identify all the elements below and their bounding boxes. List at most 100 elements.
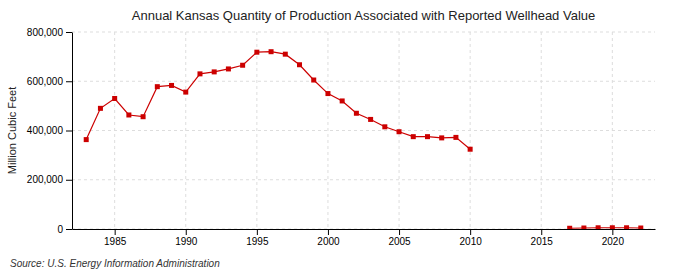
grid-line-x — [256, 32, 257, 229]
grid-line-x — [327, 32, 328, 229]
line — [86, 52, 641, 229]
tick-label: 800,000 — [27, 27, 64, 38]
marker — [325, 91, 330, 96]
tick-label: 200,000 — [27, 174, 64, 185]
tick-mark — [66, 180, 72, 181]
marker — [453, 135, 458, 140]
marker-group — [169, 83, 174, 88]
marker — [596, 225, 601, 229]
tick: 800,000 — [27, 27, 72, 38]
marker — [382, 124, 387, 129]
title: Annual Kansas Quantity of Production Ass… — [132, 8, 595, 23]
chart: 198519901995200020052010201520200200,000… — [0, 0, 675, 275]
marker — [397, 129, 402, 134]
y-axis-title: Million Cubic Feet — [6, 87, 18, 174]
marker — [112, 96, 117, 101]
tick: 1990 — [175, 229, 198, 247]
grid-line-x — [114, 32, 115, 229]
marker-group — [269, 49, 274, 54]
marker-group — [624, 225, 629, 229]
tick-mark — [186, 229, 187, 235]
marker-group — [368, 117, 373, 122]
tick: 2005 — [388, 229, 411, 247]
marker-group — [596, 225, 601, 229]
marker-group — [425, 134, 430, 139]
marker-group — [325, 91, 330, 96]
tick-label: 2020 — [602, 236, 625, 247]
tick-mark — [328, 229, 329, 235]
marker-group — [197, 71, 202, 76]
marker — [425, 134, 430, 139]
marker-group — [567, 226, 572, 229]
marker — [169, 83, 174, 88]
marker — [240, 63, 245, 68]
grid-line-y — [72, 179, 655, 180]
tick: 0 — [57, 224, 72, 235]
tick: 1995 — [246, 229, 269, 247]
marker — [98, 106, 103, 111]
marker — [610, 225, 615, 229]
marker — [297, 62, 302, 67]
marker — [197, 71, 202, 76]
tick-mark — [470, 229, 471, 235]
marker — [624, 225, 629, 229]
plot-area: 198519901995200020052010201520200200,000… — [27, 27, 656, 247]
marker — [439, 135, 444, 140]
marker — [126, 112, 131, 117]
marker — [340, 98, 345, 103]
marker-group — [84, 137, 89, 142]
marker — [84, 137, 89, 142]
tick-label: 2015 — [531, 236, 554, 247]
marker — [581, 226, 586, 229]
tick: 2000 — [317, 229, 340, 247]
marker-group — [468, 147, 473, 152]
tick: 400,000 — [27, 125, 72, 136]
tick-label: 1990 — [175, 236, 198, 247]
tick: 2010 — [460, 229, 483, 247]
tick-label: 0 — [57, 224, 63, 235]
tick-label: 600,000 — [27, 76, 64, 87]
tick-label: 1995 — [246, 236, 269, 247]
grid — [72, 32, 655, 229]
marker-group — [397, 129, 402, 134]
grid-line-y — [72, 32, 655, 33]
marker-group — [141, 114, 146, 119]
marker — [311, 78, 316, 83]
marker-group — [183, 90, 188, 95]
marker-group — [581, 226, 586, 229]
marker-group — [382, 124, 387, 129]
marker — [283, 52, 288, 57]
grid-line-x — [541, 32, 542, 229]
marks — [84, 49, 644, 229]
marker — [567, 226, 572, 229]
tick-label: 400,000 — [27, 125, 64, 136]
marker — [155, 84, 160, 89]
marker — [226, 66, 231, 71]
grid-line-y — [72, 81, 655, 82]
x-axis: 19851990199520002005201020152020 — [73, 229, 656, 247]
y-axis: 0 200,000 400,000 600,000 800,000 — [27, 27, 73, 235]
marker — [354, 111, 359, 116]
marker — [468, 147, 473, 152]
marker-group — [155, 84, 160, 89]
marker — [183, 90, 188, 95]
annotation: Source: U.S. Energy Information Administ… — [10, 258, 220, 269]
tick-mark — [612, 229, 613, 235]
tick: 600,000 — [27, 76, 72, 87]
tick-mark — [66, 131, 72, 132]
marker — [254, 50, 259, 55]
marker-group — [411, 134, 416, 139]
marker-group — [638, 226, 643, 229]
tick-mark — [257, 229, 258, 235]
marker-group — [354, 111, 359, 116]
marker — [368, 117, 373, 122]
tick-mark — [66, 32, 72, 33]
tick-mark — [66, 229, 72, 230]
marker-group — [453, 135, 458, 140]
marker-group — [439, 135, 444, 140]
grid-line-y — [72, 130, 655, 131]
marker-group — [98, 106, 103, 111]
marker-group — [340, 98, 345, 103]
marker-group — [283, 52, 288, 57]
marker-group — [112, 96, 117, 101]
